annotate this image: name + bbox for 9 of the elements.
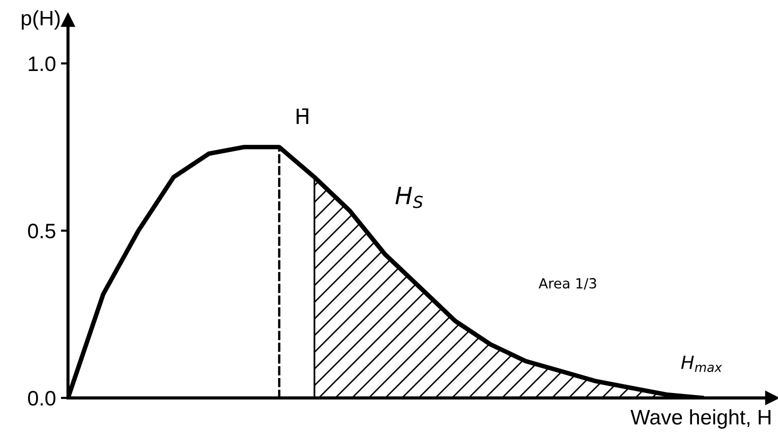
annotation: H̄ [296,108,308,124]
y-tick-label: 1.0 [28,56,56,72]
annotation: H$_{S}$ [395,186,423,208]
annotation: H$_{max}$ [681,356,722,372]
y-axis-title: p(H) [22,10,60,30]
y-tick-label: 0.0 [28,390,56,406]
annotation: Area 1/3 [538,278,596,290]
y-tick-label: 0.5 [28,224,56,238]
x-axis-title: Wave height, H [630,409,770,429]
